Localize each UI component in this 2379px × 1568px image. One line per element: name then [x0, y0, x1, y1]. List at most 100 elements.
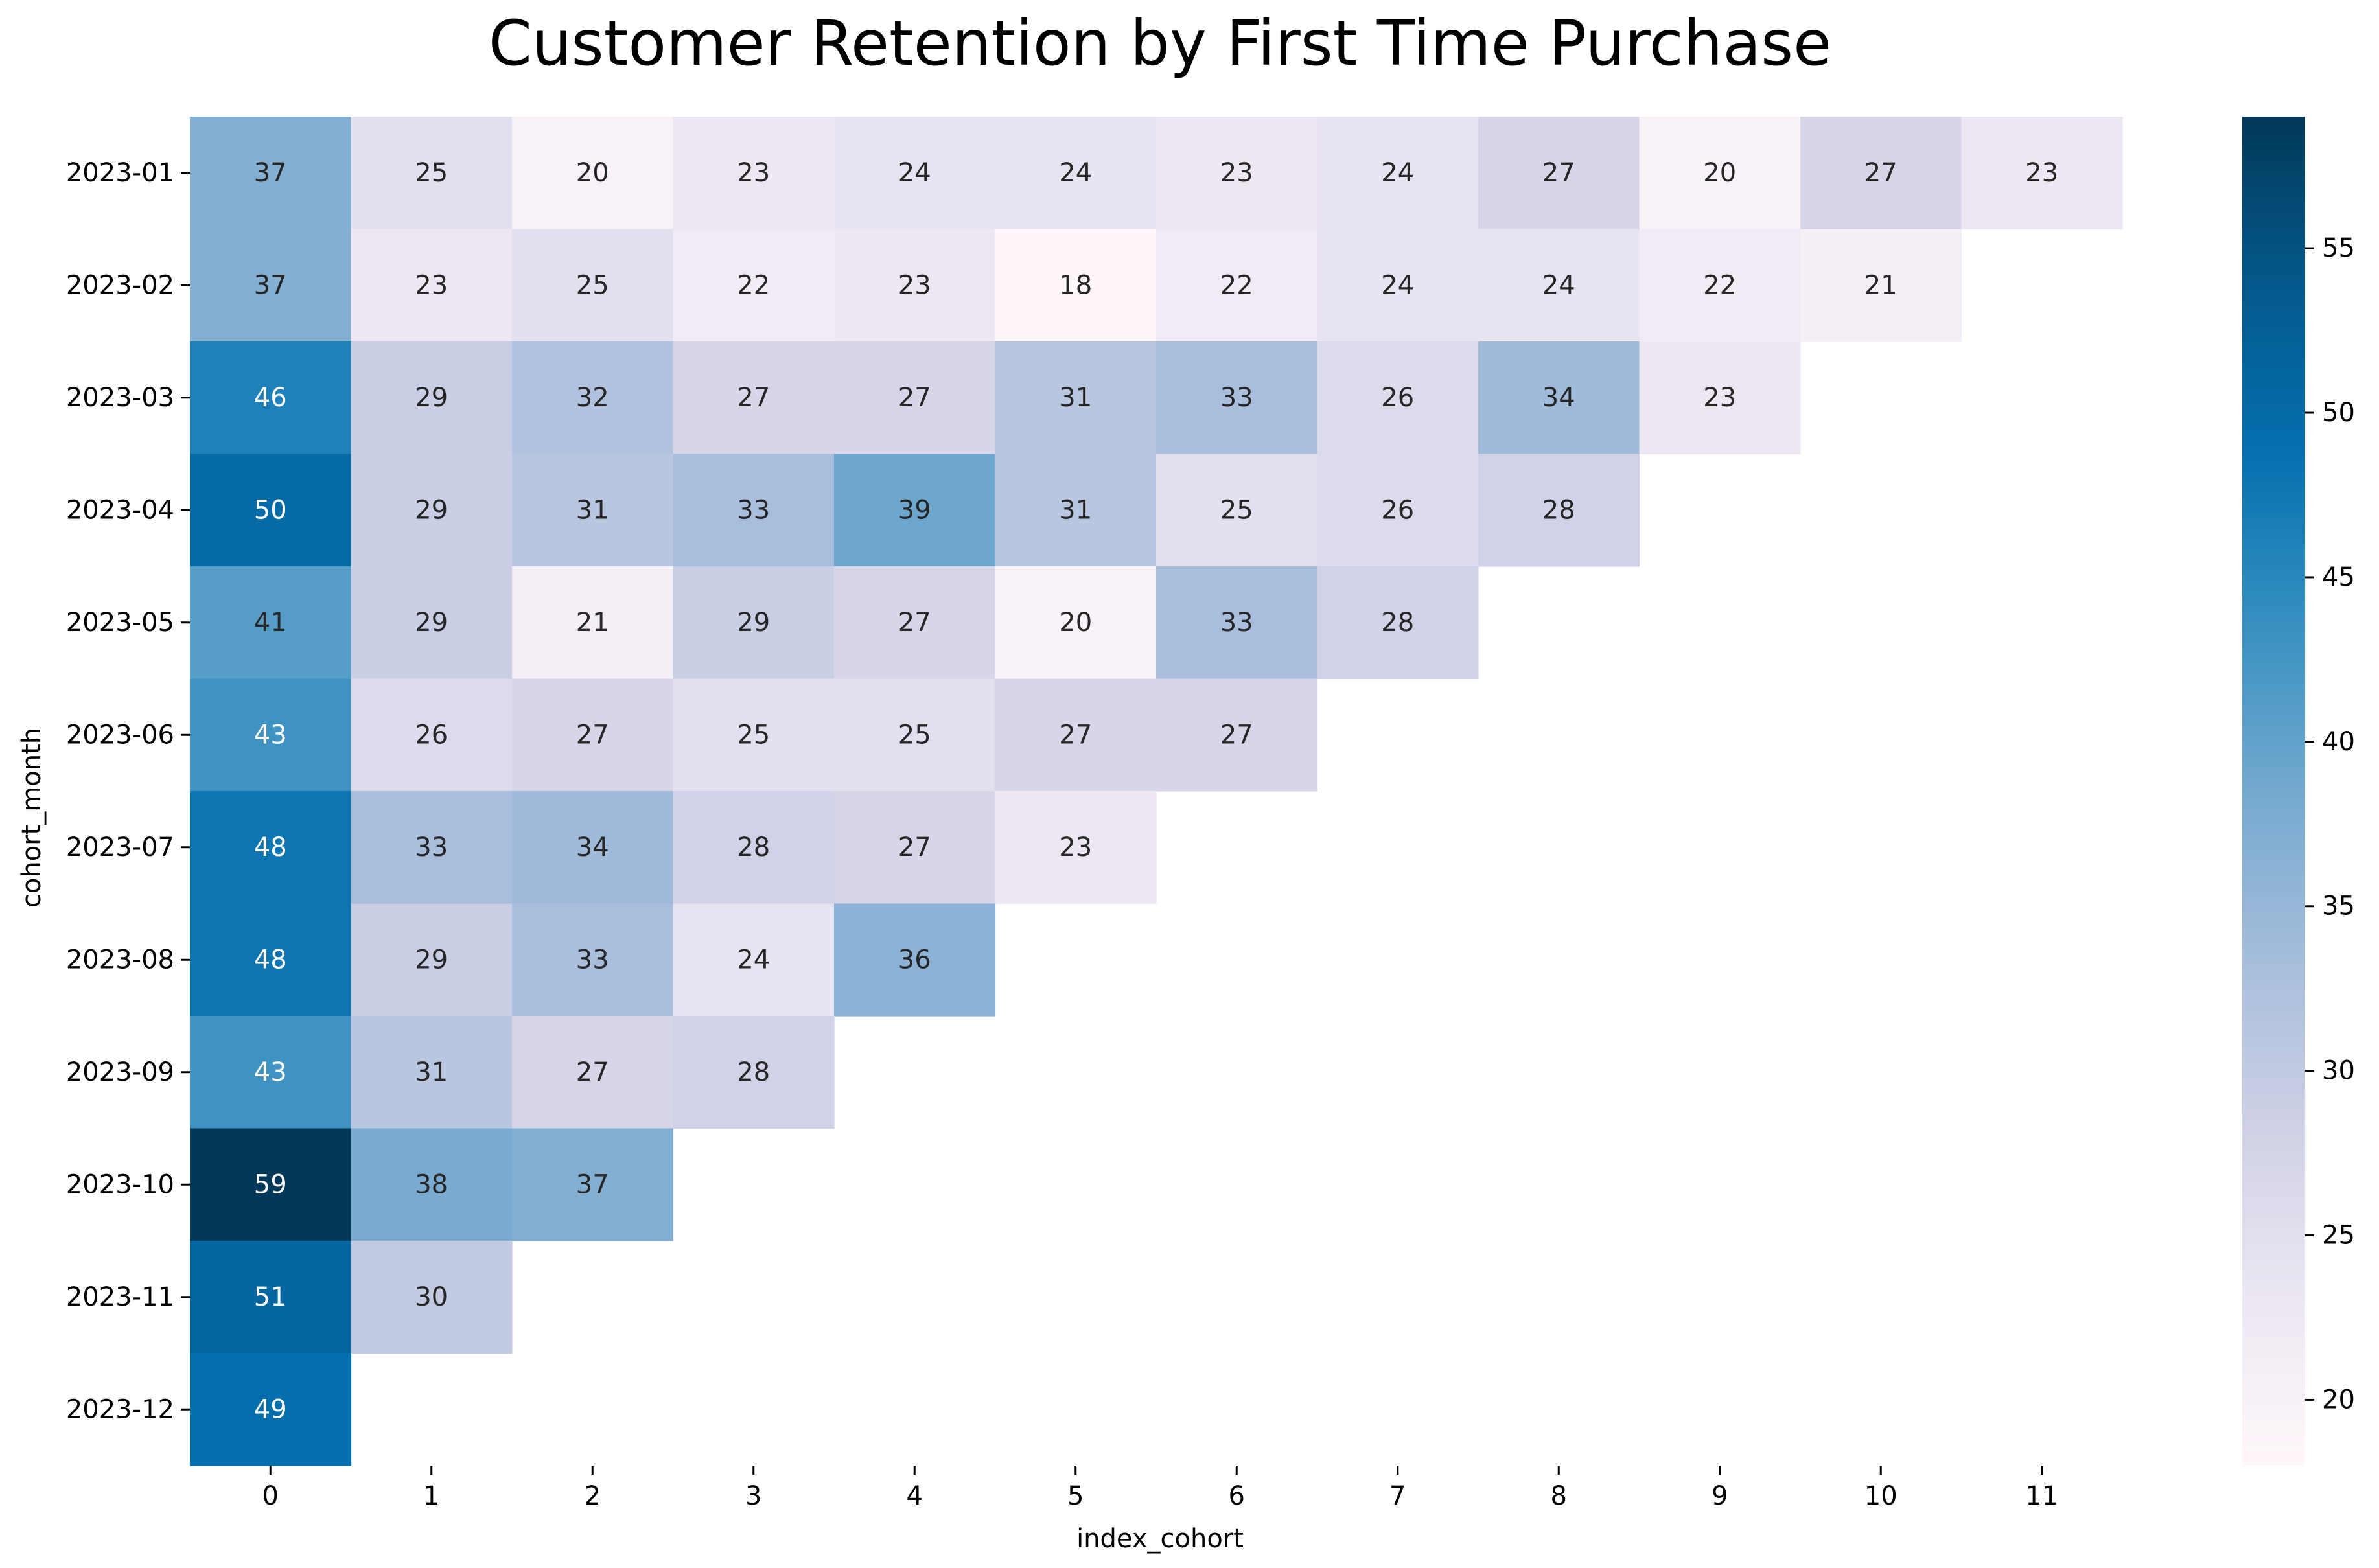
cell-value-label: 27	[1059, 720, 1092, 750]
heatmap-cell	[512, 1128, 674, 1241]
cell-value-label: 31	[1059, 383, 1092, 413]
colorbar-tick-label: 25	[2322, 1221, 2355, 1251]
heatmap-cell	[834, 341, 996, 455]
heatmap-cell	[834, 566, 996, 680]
x-tick-label: 2	[585, 1481, 601, 1511]
heatmap-cells	[190, 117, 2123, 1466]
cell-value-label: 18	[1059, 270, 1092, 300]
cell-value-label: 36	[898, 945, 931, 974]
heatmap-cell	[1317, 341, 1479, 455]
heatmap-cell	[995, 791, 1157, 905]
cell-value-label: 24	[1381, 158, 1414, 188]
cell-value-label: 33	[1220, 608, 1253, 638]
cell-value-label: 34	[1542, 383, 1575, 413]
colorbar-tick-label: 50	[2322, 398, 2355, 428]
heatmap-cell	[834, 791, 996, 905]
cell-value-label: 22	[1703, 270, 1736, 300]
cell-value-label: 33	[415, 833, 448, 862]
cell-value-label: 48	[254, 833, 287, 862]
heatmap-cell	[1156, 454, 1318, 567]
heatmap-cell	[1639, 229, 1801, 342]
cell-value-label: 26	[1381, 495, 1414, 525]
heatmap-cell	[995, 454, 1157, 567]
cell-value-label: 46	[254, 383, 287, 413]
x-tick-label: 10	[1864, 1481, 1897, 1511]
cell-value-label: 25	[737, 720, 770, 750]
cell-value-label: 33	[1220, 383, 1253, 413]
cell-value-label: 59	[254, 1170, 287, 1199]
cell-value-label: 29	[415, 383, 448, 413]
x-tick-label: 6	[1229, 1481, 1245, 1511]
y-tick-label: 2023-08	[66, 945, 174, 974]
heatmap-cell	[1156, 229, 1318, 342]
heatmap-cell-labels: 37 25 20 23 24 24 23 24 27 20 27 23 37 23 25 22 23 18 22 24…	[254, 158, 2058, 1425]
cell-value-label: 26	[1381, 383, 1414, 413]
cell-value-label: 27	[898, 608, 931, 638]
cell-value-label: 33	[737, 495, 770, 525]
heatmap-cell	[1478, 341, 1640, 455]
cell-value-label: 27	[1864, 158, 1897, 188]
colorbar-tick-label: 55	[2322, 233, 2355, 263]
heatmap-cell	[351, 903, 513, 1017]
cell-value-label: 30	[415, 1282, 448, 1312]
cell-value-label: 29	[415, 608, 448, 638]
x-tick-label: 8	[1551, 1481, 1567, 1511]
cell-value-label: 23	[1220, 158, 1253, 188]
x-tick-label: 9	[1712, 1481, 1728, 1511]
x-tick-label: 0	[262, 1481, 279, 1511]
x-tick-label: 3	[745, 1481, 761, 1511]
heatmap-cell	[673, 454, 835, 567]
heatmap-cell	[190, 229, 352, 342]
heatmap-cell	[1478, 117, 1640, 230]
cell-value-label: 28	[1542, 495, 1575, 525]
heatmap-cell	[1317, 117, 1479, 230]
cell-value-label: 25	[898, 720, 931, 750]
heatmap-cell	[1317, 229, 1479, 342]
cell-value-label: 27	[898, 383, 931, 413]
cell-value-label: 31	[576, 495, 609, 525]
cell-value-label: 23	[2025, 158, 2058, 188]
cell-value-label: 49	[254, 1394, 287, 1424]
heatmap-cell	[512, 1016, 674, 1129]
heatmap-cell	[995, 341, 1157, 455]
cell-value-label: 24	[1381, 270, 1414, 300]
y-tick-label: 2023-05	[66, 608, 174, 638]
heatmap-cell	[834, 117, 996, 230]
y-tick-label: 2023-07	[66, 833, 174, 862]
y-tick-label: 2023-01	[66, 158, 174, 188]
cell-value-label: 23	[415, 270, 448, 300]
heatmap-cell	[1639, 341, 1801, 455]
y-tick-label: 2023-02	[66, 270, 174, 300]
heatmap-cell	[351, 229, 513, 342]
cell-value-label: 43	[254, 720, 287, 750]
heatmap-cell	[512, 229, 674, 342]
cell-value-label: 24	[1059, 158, 1092, 188]
cell-value-label: 48	[254, 945, 287, 974]
cell-value-label: 27	[1542, 158, 1575, 188]
cell-value-label: 24	[737, 945, 770, 974]
cell-value-label: 37	[254, 158, 287, 188]
colorbar-tick-label: 20	[2322, 1385, 2355, 1414]
cell-value-label: 50	[254, 495, 287, 525]
heatmap-cell	[834, 229, 996, 342]
cell-value-label: 20	[576, 158, 609, 188]
heatmap-cell	[1800, 117, 1962, 230]
heatmap-cell	[1800, 229, 1962, 342]
heatmap-cell	[512, 566, 674, 680]
heatmap-cell	[1156, 566, 1318, 680]
heatmap-cell	[190, 903, 352, 1017]
heatmap-cell	[995, 566, 1157, 680]
heatmap-cell	[995, 229, 1157, 342]
heatmap-cell	[1156, 117, 1318, 230]
heatmap-cell	[512, 678, 674, 792]
cell-value-label: 41	[254, 608, 287, 638]
x-axis-label: index_cohort	[1076, 1524, 1244, 1554]
cell-value-label: 39	[898, 495, 931, 525]
y-tick-label: 2023-09	[66, 1057, 174, 1087]
cell-value-label: 23	[1059, 833, 1092, 862]
heatmap-cell	[190, 1016, 352, 1129]
cell-value-label: 21	[1864, 270, 1897, 300]
heatmap-cell	[673, 678, 835, 792]
cell-value-label: 25	[1220, 495, 1253, 525]
